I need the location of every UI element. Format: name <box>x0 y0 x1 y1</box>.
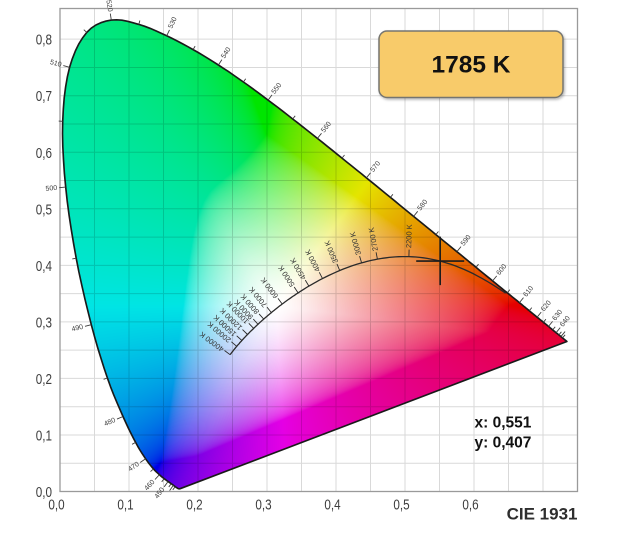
svg-text:4000 K: 4000 K <box>303 248 322 273</box>
svg-text:x: 0,551: x: 0,551 <box>475 415 532 432</box>
svg-text:610: 610 <box>522 285 535 299</box>
svg-text:540: 540 <box>220 46 232 60</box>
svg-text:560: 560 <box>320 121 333 135</box>
svg-text:0,1: 0,1 <box>36 427 52 444</box>
svg-text:0,3: 0,3 <box>255 496 271 513</box>
svg-text:1785 K: 1785 K <box>431 52 510 79</box>
svg-text:0,2: 0,2 <box>36 371 52 388</box>
svg-text:0,1: 0,1 <box>117 496 133 513</box>
svg-text:450: 450 <box>154 486 167 500</box>
svg-text:0,3: 0,3 <box>36 314 52 331</box>
svg-text:480: 480 <box>103 417 117 428</box>
svg-text:500: 500 <box>45 185 57 193</box>
svg-text:0,0: 0,0 <box>48 496 64 513</box>
svg-text:590: 590 <box>460 234 473 248</box>
svg-text:3500 K: 3500 K <box>323 239 340 264</box>
svg-text:520: 520 <box>104 0 113 12</box>
svg-text:CIE 1931: CIE 1931 <box>507 505 578 524</box>
svg-text:620: 620 <box>540 299 553 313</box>
svg-text:2200 K: 2200 K <box>404 224 414 248</box>
svg-text:0,7: 0,7 <box>36 88 52 105</box>
svg-text:530: 530 <box>167 16 178 30</box>
svg-text:2700 K: 2700 K <box>367 227 380 252</box>
svg-text:570: 570 <box>369 160 382 174</box>
svg-text:0,8: 0,8 <box>36 31 52 48</box>
svg-text:0,5: 0,5 <box>393 496 409 513</box>
svg-text:580: 580 <box>417 199 430 213</box>
svg-text:460: 460 <box>143 479 156 492</box>
svg-text:0,2: 0,2 <box>186 496 202 513</box>
svg-text:550: 550 <box>271 82 284 96</box>
svg-text:0,4: 0,4 <box>36 257 53 274</box>
svg-text:0,6: 0,6 <box>462 496 478 513</box>
svg-text:490: 490 <box>71 324 84 334</box>
svg-text:510: 510 <box>49 59 62 69</box>
svg-text:0,6: 0,6 <box>36 144 52 161</box>
svg-text:0,4: 0,4 <box>324 496 341 513</box>
svg-text:y: 0,407: y: 0,407 <box>475 435 532 452</box>
svg-text:0,5: 0,5 <box>36 201 52 218</box>
svg-text:0,0: 0,0 <box>36 484 52 501</box>
svg-text:3000 K: 3000 K <box>348 231 363 256</box>
